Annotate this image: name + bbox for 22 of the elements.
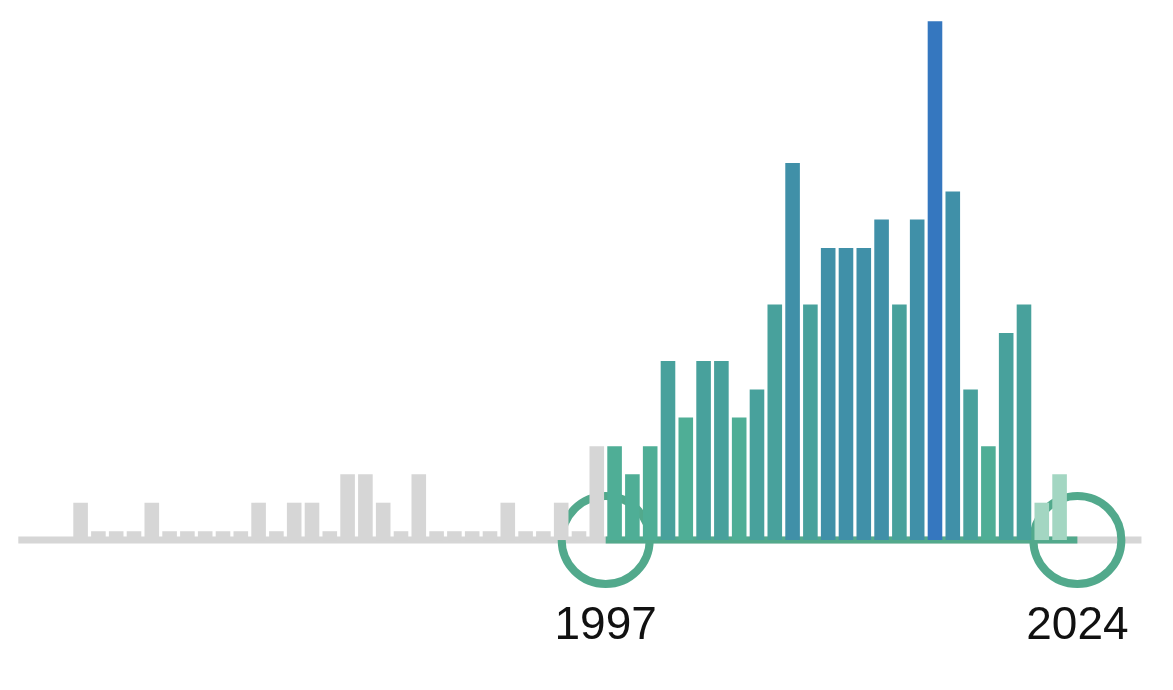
bar [892,304,907,541]
bar [1016,304,1032,541]
bar [785,162,800,541]
bar [660,361,676,541]
bar [927,21,943,541]
bar [714,361,729,541]
bar [874,219,889,541]
bar [945,191,961,541]
text: 1997 [554,597,657,650]
bar [838,247,854,541]
bar [767,304,783,541]
bar [856,247,872,541]
bar [803,304,818,541]
bar [909,219,925,541]
bar [1034,502,1050,541]
bar [696,361,711,541]
bar [820,247,836,541]
bar [998,333,1014,541]
bar [963,389,978,541]
bar [1052,474,1067,541]
text: 2024 [1026,597,1129,650]
bar [749,389,765,541]
